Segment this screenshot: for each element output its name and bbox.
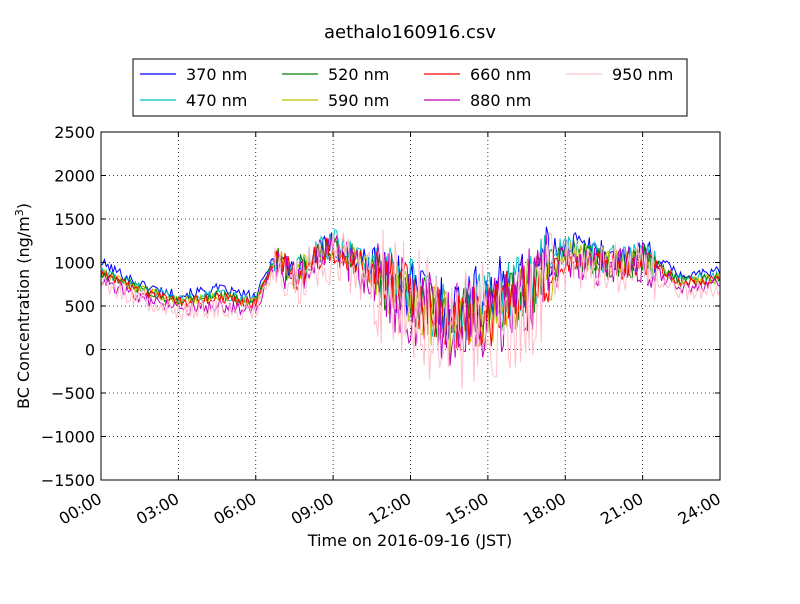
legend-frame <box>132 58 688 117</box>
x-tick-label: 09:00 <box>288 489 337 529</box>
y-tick-label: 1500 <box>54 210 95 229</box>
legend-label: 470 nm <box>186 91 247 110</box>
legend-label: 880 nm <box>470 91 531 110</box>
y-axis: 2500 2000 1500 1000 500 0 −500 −1000 −1500 <box>41 123 720 490</box>
y-axis-label: BC Concentration (ng/m3) <box>13 203 33 409</box>
x-tick-label: 21:00 <box>597 489 646 529</box>
x-tick-label: 06:00 <box>210 489 259 529</box>
y-tick-label: −1000 <box>41 428 95 447</box>
x-tick-label: 15:00 <box>442 489 491 529</box>
y-tick-label: 500 <box>64 297 95 316</box>
series-layer <box>100 226 721 390</box>
chart-title: aethalo160916.csv <box>324 22 496 43</box>
y-tick-label: −1500 <box>41 471 95 490</box>
legend-label: 660 nm <box>470 65 531 84</box>
x-tick-label: 03:00 <box>133 489 182 529</box>
x-axis-label: Time on 2016-09-16 (JST) <box>307 531 512 550</box>
x-tick-label: 18:00 <box>520 489 569 529</box>
x-tick-label: 24:00 <box>675 489 724 529</box>
legend-label: 370 nm <box>186 65 247 84</box>
x-axis: 00:00 03:00 06:00 09:00 12:00 15:00 18:00 21:00… <box>56 132 724 529</box>
y-tick-label: −500 <box>51 384 95 403</box>
y-tick-label: 0 <box>85 341 95 360</box>
y-tick-label: 2000 <box>54 167 95 186</box>
y-tick-label: 1000 <box>54 254 95 273</box>
legend-label: 590 nm <box>328 91 389 110</box>
legend-label: 950 nm <box>612 65 673 84</box>
x-tick-label: 12:00 <box>365 489 414 529</box>
legend-label: 520 nm <box>328 65 389 84</box>
y-tick-label: 2500 <box>54 123 95 142</box>
legend: 370 nm 470 nm 520 nm 590 nm 660 nm 880 nm 950 … <box>132 58 688 117</box>
series-line-950-nm <box>100 229 721 390</box>
x-tick-label: 00:00 <box>56 489 105 529</box>
